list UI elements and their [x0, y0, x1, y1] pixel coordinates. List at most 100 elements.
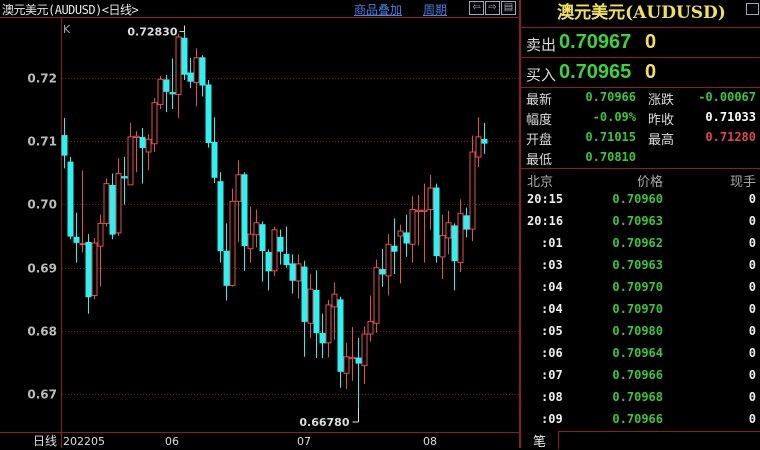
candle-body — [463, 215, 470, 230]
buy-row: 买入 0.70965 0 — [521, 58, 760, 88]
tick-row: :01 0.70962 0 — [521, 236, 760, 258]
candle-body — [247, 233, 254, 250]
candle-body — [241, 174, 248, 247]
stat-value: -0.09% — [592, 110, 636, 124]
tick-price: 0.70963 — [612, 258, 663, 272]
sell-row: 卖出 0.70967 0 — [521, 28, 760, 58]
candle — [325, 299, 332, 358]
candle — [121, 157, 128, 205]
candle — [349, 327, 356, 381]
candle — [361, 326, 368, 384]
y-tick-label: 0.67 — [27, 388, 57, 402]
maximize-icon[interactable] — [746, 3, 759, 15]
candle-body — [313, 289, 320, 334]
candle — [415, 194, 422, 246]
candle — [151, 98, 158, 152]
y-tick-label: 0.68 — [27, 325, 57, 339]
buy-label: 买入 — [526, 66, 557, 84]
candle — [175, 33, 182, 118]
tick-header-volume: 现手 — [729, 175, 756, 190]
candle-body — [205, 84, 212, 144]
candle — [127, 122, 134, 186]
candle-body — [151, 102, 158, 145]
overlay-link[interactable]: 商品叠加 — [354, 3, 403, 17]
tick-volume: 0 — [748, 412, 756, 426]
candle — [163, 74, 170, 113]
stat-label: 最新 — [526, 93, 553, 108]
tick-price: 0.70963 — [612, 214, 663, 228]
candle — [211, 117, 218, 183]
candle — [247, 206, 254, 263]
candle-body — [361, 333, 368, 367]
tick-price: 0.70962 — [612, 236, 663, 250]
candle — [397, 224, 404, 284]
candle-body — [439, 234, 446, 258]
quote-panel: 澳元美元(AUDUSD) 卖出 0.70967 0 买入 0.70965 0 最… — [519, 0, 760, 450]
tick-price: 0.70964 — [612, 346, 663, 360]
candle — [265, 249, 272, 291]
candle-body — [457, 212, 464, 264]
candle-body — [253, 222, 260, 236]
candle — [301, 260, 308, 357]
tick-price: 0.70960 — [612, 192, 663, 206]
candle-body — [409, 209, 416, 245]
candle — [409, 196, 416, 263]
candle-body — [277, 236, 284, 252]
stats-panel: 最新 0.70966 涨跌 -0.00067 幅度 -0.09% 昨收 0.71033 开盘 0.… — [521, 88, 760, 169]
tick-time: :07 — [541, 368, 563, 382]
candle-body — [301, 266, 308, 322]
candle — [445, 210, 452, 255]
tick-row: :09 0.70966 0 — [521, 412, 760, 434]
candle — [337, 296, 344, 388]
candle — [403, 214, 410, 257]
chart-header: 澳元美元(AUDUSD)<日线> 商品叠加 周期 ⇦ ⇨ ▤ — [0, 0, 519, 18]
split-panel-icon[interactable]: ▤ — [501, 1, 516, 15]
candle-body — [445, 222, 452, 239]
candlestick-chart[interactable]: K 日线 0.72 0.71 0.70 0.69 0.68 0.67 202205 06 07 0… — [0, 18, 519, 448]
stat-label: 最高 — [648, 133, 675, 148]
x-tick-label: 07 — [297, 435, 311, 448]
tab-trades[interactable]: 笔 — [521, 431, 559, 450]
candle — [115, 158, 122, 237]
candle — [271, 226, 278, 276]
candle — [307, 273, 314, 338]
candle — [331, 282, 338, 340]
tick-row: 20:15 0.70960 0 — [521, 192, 760, 214]
candle — [109, 173, 116, 240]
stat-value: -0.00067 — [698, 90, 756, 104]
candle — [199, 55, 206, 97]
candle — [355, 337, 362, 408]
candle-body — [427, 187, 434, 211]
candle — [73, 212, 80, 263]
candle-body — [433, 187, 440, 257]
tick-volume: 0 — [748, 390, 756, 404]
tick-time: :04 — [541, 280, 563, 294]
candle — [451, 223, 458, 291]
stat-label: 幅度 — [526, 113, 553, 128]
candle — [79, 170, 86, 253]
candle-body — [139, 136, 146, 149]
arrow-left-icon[interactable]: ⇦ — [469, 1, 484, 15]
candle-body — [181, 37, 188, 75]
period-link[interactable]: 周期 — [423, 3, 448, 17]
candle-body — [343, 356, 350, 374]
candle-body — [121, 176, 128, 179]
sell-volume: 0 — [645, 31, 657, 53]
candle — [427, 174, 434, 230]
arrow-right-icon[interactable]: ⇨ — [485, 1, 500, 15]
candle-body — [85, 241, 92, 298]
stat-value: 0.71015 — [585, 130, 636, 144]
candle-body — [475, 136, 482, 158]
candle — [205, 79, 212, 148]
tick-price: 0.70970 — [612, 280, 663, 294]
tick-row: :04 0.70970 0 — [521, 302, 760, 324]
candle — [385, 234, 392, 296]
candle-body — [91, 242, 98, 296]
candle-body — [325, 304, 332, 344]
candle-body — [337, 299, 344, 372]
tick-volume: 0 — [748, 236, 756, 250]
tick-time: :01 — [541, 236, 563, 250]
candle — [319, 313, 326, 359]
candle — [223, 223, 230, 301]
candle — [97, 214, 104, 287]
